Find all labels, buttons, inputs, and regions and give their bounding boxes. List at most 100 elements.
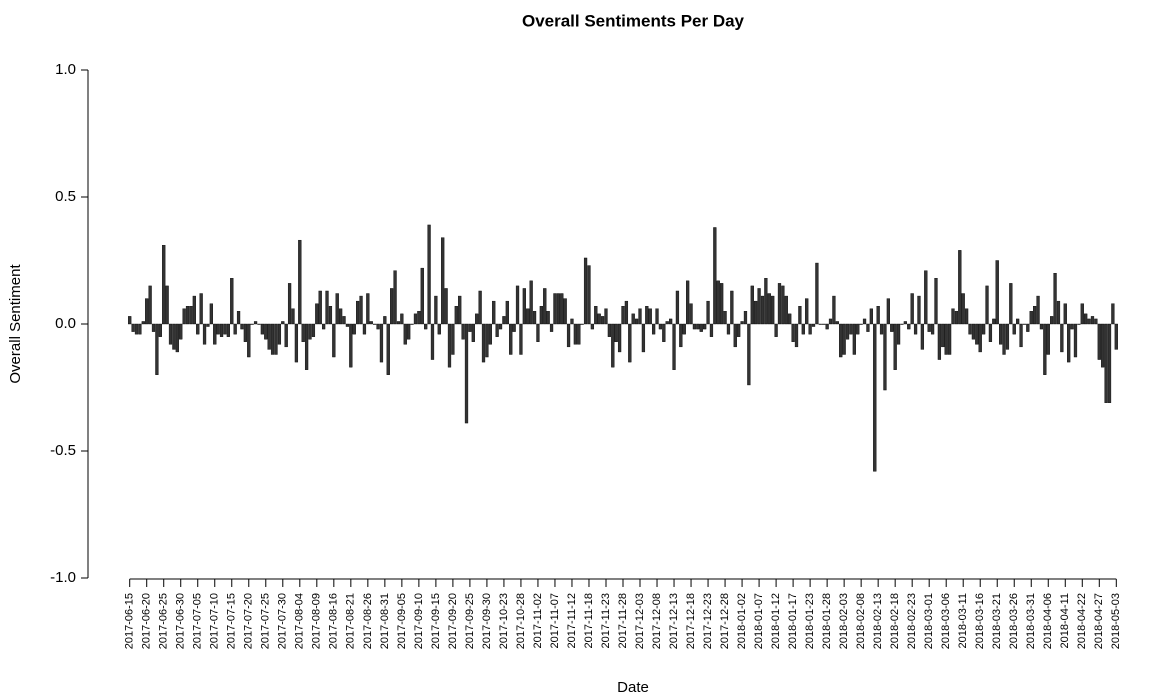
bar [386, 323, 390, 375]
bar [512, 323, 516, 332]
bar [1107, 323, 1112, 403]
bar [424, 323, 428, 330]
bar [791, 323, 795, 342]
bar [515, 285, 520, 325]
bar [628, 323, 632, 363]
bar [954, 311, 959, 325]
bar [230, 278, 234, 325]
bar [481, 323, 486, 363]
x-tick-label: 2017-09-25 [464, 593, 476, 649]
bar [478, 290, 482, 325]
bar [1080, 303, 1084, 325]
bar [373, 323, 377, 325]
bar [451, 323, 455, 355]
bar [1073, 323, 1078, 358]
bar [811, 323, 816, 327]
bar [325, 290, 329, 325]
bar [733, 323, 737, 348]
bar [393, 270, 397, 325]
bar [396, 321, 401, 325]
bar [413, 313, 418, 325]
x-tick-label: 2017-09-05 [396, 593, 408, 649]
bar [420, 267, 424, 325]
x-tick-label: 2017-11-07 [549, 593, 561, 648]
bar [1019, 323, 1023, 348]
bar [645, 306, 649, 325]
bar [151, 323, 156, 332]
bar [737, 323, 741, 337]
bar [917, 295, 921, 325]
bar [1039, 323, 1044, 330]
bar [475, 313, 479, 325]
bar [366, 293, 370, 325]
bar [141, 321, 145, 325]
bar [1005, 323, 1010, 350]
bar [961, 293, 965, 325]
bar [236, 311, 241, 325]
bar [1094, 318, 1098, 325]
bar [709, 323, 714, 337]
x-tick-label: 2018-01-07 [753, 593, 765, 649]
bar [726, 323, 731, 335]
bar [696, 323, 700, 330]
x-tick-label: 2017-12-18 [685, 593, 697, 649]
x-tick-label: 2018-01-17 [787, 593, 799, 649]
bar [301, 323, 305, 342]
bar [287, 283, 292, 325]
bar [1046, 323, 1050, 355]
bar [291, 308, 295, 325]
bar [376, 323, 380, 330]
bar [250, 323, 254, 325]
bar [703, 323, 707, 330]
x-tick-label: 2018-03-11 [957, 593, 969, 648]
bar [757, 288, 761, 325]
bar [441, 237, 445, 325]
x-tick-label: 2018-01-12 [770, 593, 782, 649]
bar [866, 323, 870, 332]
bar [447, 323, 452, 368]
bar [328, 306, 333, 325]
bar [148, 285, 152, 325]
bar [1070, 323, 1074, 330]
bar [1022, 323, 1027, 325]
bar [638, 308, 642, 325]
bar [206, 323, 210, 327]
bar [941, 323, 945, 348]
y-axis-label: Overall Sentiment [7, 264, 24, 384]
bar [798, 306, 802, 325]
bar [342, 316, 346, 325]
bar [958, 250, 962, 325]
bar [502, 316, 506, 325]
bar [995, 260, 999, 325]
x-tick-label: 2017-10-28 [515, 593, 527, 649]
bar [335, 293, 339, 325]
x-tick-label: 2017-07-05 [192, 593, 204, 649]
x-tick-label: 2017-06-15 [124, 593, 136, 649]
bar [281, 321, 285, 325]
bar [1053, 273, 1057, 325]
bar [209, 303, 213, 325]
bar [777, 283, 782, 325]
x-tick-label: 2018-04-06 [1042, 593, 1054, 649]
bar [563, 298, 567, 325]
bar [699, 323, 703, 332]
bar [849, 323, 853, 335]
x-tick-label: 2017-08-04 [294, 593, 306, 649]
bar [818, 323, 822, 325]
bar [594, 306, 598, 325]
bar [495, 323, 499, 337]
x-tick-label: 2017-11-28 [617, 593, 629, 648]
bar [1104, 323, 1108, 403]
x-tick-label: 2017-12-28 [719, 593, 731, 649]
bar [883, 323, 887, 391]
x-tick-label: 2018-02-13 [872, 593, 884, 649]
bar [339, 308, 343, 325]
bar [907, 323, 911, 330]
x-tick-label: 2018-02-03 [838, 593, 850, 649]
bar [662, 323, 666, 342]
bar [1029, 311, 1033, 325]
x-tick-label: 2018-02-18 [889, 593, 901, 649]
bar [549, 323, 554, 332]
x-tick-label: 2018-05-03 [1110, 593, 1122, 649]
